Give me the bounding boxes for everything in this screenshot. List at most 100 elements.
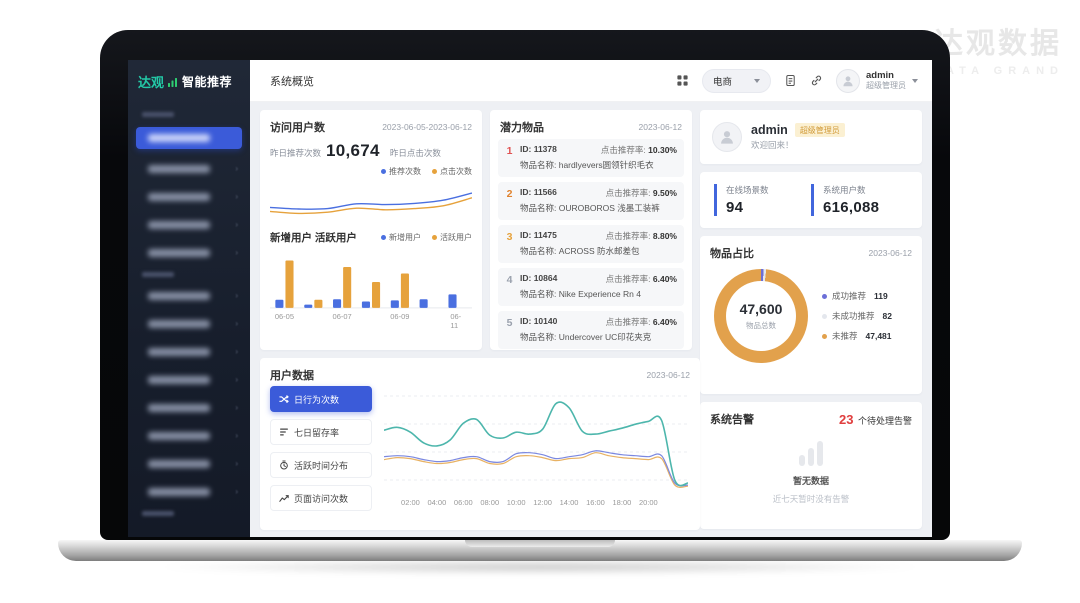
potential-item[interactable]: 4 ID: 10864 点击推荐率: 6.40% 物品名称: Nike Experie… bbox=[498, 268, 684, 306]
legend-dot bbox=[822, 333, 827, 339]
sidebar-item-text-blur bbox=[148, 319, 210, 328]
sidebar-item-blurred[interactable]: › bbox=[136, 483, 242, 500]
laptop-base bbox=[58, 540, 1022, 561]
chevron-down-icon bbox=[912, 78, 918, 83]
item-name: 物品名称: Nike Experience Rn 4 bbox=[520, 289, 641, 299]
admin-info: admin 超级管理员 欢迎回来！ bbox=[751, 123, 845, 151]
users-bar-axis: 06-05 06-07 06-09 06-11 bbox=[270, 312, 472, 330]
sidebar-item-active[interactable] bbox=[136, 127, 242, 149]
donut-legend-item: 成功推荐 119 bbox=[822, 290, 892, 302]
legend-label: 点击次数 bbox=[440, 167, 472, 176]
topbar: 系统概览 电商 bbox=[250, 60, 932, 102]
sidebar-item-blurred[interactable]: › bbox=[136, 455, 242, 472]
legend-dot bbox=[432, 169, 437, 174]
legend-dot bbox=[381, 169, 386, 174]
potential-item-body: ID: 10864 点击推荐率: 6.40% 物品名称: Nike Experien… bbox=[520, 273, 677, 300]
users-bar-header: 新增用户 活跃用户 新增用户 活跃用户 bbox=[260, 223, 482, 245]
chevron-right-icon: › bbox=[235, 164, 238, 173]
system-alerts-card: 系统告警 23 个待处理告警 暂无数据 近七天暂时没有告警 bbox=[700, 402, 922, 529]
empty-bar bbox=[817, 441, 823, 466]
item-click-rate: 点击推荐率: 9.50% bbox=[606, 187, 677, 199]
document-icon[interactable] bbox=[784, 74, 797, 87]
alerts-empty-state: 暂无数据 近七天暂时没有告警 bbox=[700, 431, 922, 505]
chevron-right-icon: › bbox=[235, 487, 238, 496]
tab-label: 页面访问次数 bbox=[294, 493, 349, 504]
user-data-tab-3[interactable]: 页面访问次数 bbox=[270, 485, 372, 511]
person-icon bbox=[721, 131, 733, 144]
item-ratio-donut-chart: 47,600 物品总数 bbox=[714, 269, 808, 363]
bar-axis-tick: 06-07 bbox=[332, 312, 352, 321]
tab-label: 活跃时间分布 bbox=[294, 460, 349, 471]
sidebar-item-blurred[interactable]: › bbox=[136, 287, 242, 304]
sidebar: 达观 智能推荐 › › › › › › › › › › › › bbox=[128, 60, 250, 537]
user-data-menu: 日行为次数七日留存率活跃时间分布 页面访问次数 bbox=[270, 386, 372, 518]
click-rate-label: 点击推荐率: bbox=[605, 231, 653, 241]
admin-name: admin bbox=[751, 123, 788, 137]
potential-item-row1: ID: 10864 点击推荐率: 6.40% bbox=[520, 273, 677, 285]
item-id: ID: 11475 bbox=[520, 230, 557, 240]
user-data-tab-1[interactable]: 七日留存率 bbox=[270, 419, 372, 445]
tab-label: 日行为次数 bbox=[294, 394, 340, 405]
scene-select-dropdown[interactable]: 电商 bbox=[701, 68, 771, 93]
sidebar-item-text-blur bbox=[148, 291, 210, 300]
bar-axis-tick: 06-05 bbox=[274, 312, 295, 321]
sidebar-item-blurred[interactable]: › bbox=[136, 244, 242, 261]
legend-item: 活跃用户 bbox=[432, 232, 472, 243]
donut-legend-item: 未推荐 47,481 bbox=[822, 330, 892, 342]
sidebar-item-blurred[interactable]: › bbox=[136, 315, 242, 332]
click-rate-value: 6.40% bbox=[652, 274, 677, 284]
user-menu[interactable]: admin 超级管理员 bbox=[836, 68, 918, 93]
visits-card-header: 访问用户数 2023-06-05-2023-06-12 bbox=[260, 110, 482, 139]
sidebar-item-blurred[interactable]: › bbox=[136, 343, 242, 360]
time-axis-tick: 10:00 bbox=[506, 498, 526, 507]
sidebar-item-text-blur bbox=[148, 134, 210, 142]
potential-item[interactable]: 2 ID: 11566 点击推荐率: 9.50% 物品名称: OUROBOROS 浅墨… bbox=[498, 182, 684, 220]
click-rate-label: 点击推荐率: bbox=[605, 274, 653, 284]
logo-chart-icon bbox=[168, 77, 178, 87]
role-badge: 超级管理员 bbox=[794, 123, 845, 137]
sidebar-item-text-blur bbox=[148, 487, 210, 496]
click-rate-label: 点击推荐率: bbox=[600, 145, 649, 155]
potential-item[interactable]: 1 ID: 11378 点击推荐率: 10.30% 物品名称: hardlyevers… bbox=[498, 139, 684, 177]
sidebar-item-blurred[interactable]: › bbox=[136, 160, 242, 177]
person-icon bbox=[843, 75, 853, 86]
visits-card: 访问用户数 2023-06-05-2023-06-12 昨日推荐次数 10,67… bbox=[260, 110, 482, 350]
item-ratio-date: 2023-06-12 bbox=[868, 248, 912, 258]
app-logo: 达观 智能推荐 bbox=[128, 60, 250, 99]
datagrand-watermark: 达观数据 DATA GRAND bbox=[932, 20, 1064, 77]
clock-icon bbox=[280, 460, 288, 470]
alerts-pending: 23 个待处理告警 bbox=[839, 412, 912, 427]
sidebar-item-blurred[interactable]: › bbox=[136, 216, 242, 233]
sidebar-item-text-blur bbox=[148, 164, 210, 173]
user-data-tab-2[interactable]: 活跃时间分布 bbox=[270, 452, 372, 478]
click-count-label: 昨日点击次数 bbox=[389, 148, 441, 158]
donut-total-label: 物品总数 bbox=[746, 321, 776, 330]
legend-label: 未成功推荐 bbox=[832, 311, 875, 321]
kpi-online-scenes: 在线场景数 94 bbox=[714, 184, 811, 216]
legend-item: 点击次数 bbox=[432, 166, 472, 177]
recommend-count-label: 昨日推荐次数 bbox=[270, 148, 322, 158]
kpi-value: 616,088 bbox=[823, 199, 880, 216]
alerts-title: 系统告警 bbox=[710, 414, 754, 426]
chevron-right-icon: › bbox=[235, 220, 238, 229]
link-icon[interactable] bbox=[810, 74, 823, 87]
potential-item[interactable]: 3 ID: 11475 点击推荐率: 8.80% 物品名称: ACROSS 防水邮差包 bbox=[498, 225, 684, 263]
apps-grid-icon[interactable] bbox=[676, 74, 689, 87]
item-ratio-title: 物品占比 bbox=[710, 248, 754, 260]
sidebar-item-blurred[interactable]: › bbox=[136, 427, 242, 444]
sidebar-item-blurred[interactable]: › bbox=[136, 188, 242, 205]
sidebar-item-blurred[interactable]: › bbox=[136, 399, 242, 416]
page-title: 系统概览 bbox=[270, 75, 314, 88]
item-click-rate: 点击推荐率: 6.40% bbox=[606, 273, 677, 285]
legend-dot bbox=[822, 293, 827, 299]
time-axis-tick: 12:00 bbox=[533, 498, 552, 507]
visits-date-range: 2023-06-05-2023-06-12 bbox=[382, 122, 472, 132]
legend-value: 47,481 bbox=[865, 331, 892, 341]
potential-item[interactable]: 5 ID: 10140 点击推荐率: 6.40% 物品名称: Undercover U… bbox=[498, 311, 684, 349]
potential-item-body: ID: 11378 点击推荐率: 10.30% 物品名称: hardlyevers圆… bbox=[520, 144, 677, 171]
user-data-tab-0[interactable]: 日行为次数 bbox=[270, 386, 372, 412]
trend-icon bbox=[279, 495, 289, 502]
sidebar-item-text-blur bbox=[148, 248, 210, 257]
sidebar-item-blurred[interactable]: › bbox=[136, 371, 242, 388]
chevron-right-icon: › bbox=[235, 403, 238, 412]
